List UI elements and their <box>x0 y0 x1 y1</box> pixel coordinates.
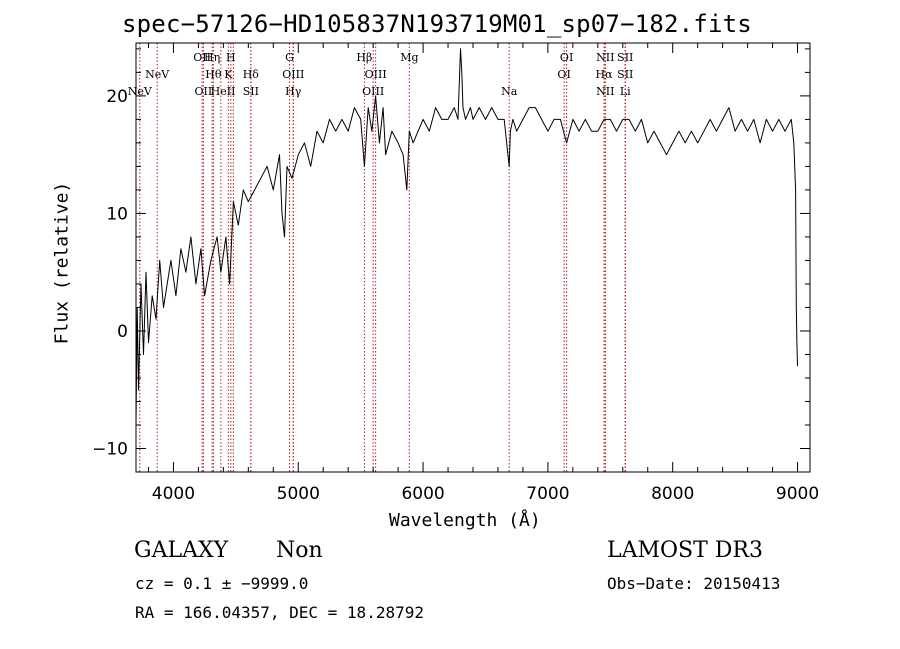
line-label: SII <box>617 68 633 81</box>
line-label: SII <box>617 51 633 64</box>
emission-line-markers <box>139 43 626 472</box>
line-label: K <box>224 68 233 81</box>
line-labels: NeVNeVOIIOIIHηHθHeIHKIHδSIIGOIIIHγHβOIII… <box>128 51 634 98</box>
x-tick-label: 9000 <box>776 484 819 504</box>
axes <box>135 42 811 473</box>
line-label: OI <box>557 68 570 81</box>
y-axis-label: Flux (relative) <box>51 181 73 345</box>
line-label: Hα <box>596 68 614 81</box>
y-tick-label: −10 <box>92 439 128 459</box>
line-label: Hβ <box>356 51 372 64</box>
x-tick-label: 7000 <box>526 484 569 504</box>
line-label: Li <box>620 85 631 98</box>
y-tick-label: 20 <box>106 87 128 107</box>
line-label: Hδ <box>243 68 260 81</box>
spectrum-series <box>135 48 798 426</box>
line-label: OIII <box>365 68 387 81</box>
obs-date: Obs−Date: 20150413 <box>607 574 781 593</box>
object-type: GALAXY <box>134 538 229 563</box>
chart-title: spec−57126−HD105837N193719M01_sp07−182.f… <box>122 10 752 38</box>
subclass: Non <box>276 538 323 563</box>
line-label: Mg <box>400 51 418 64</box>
line-label: OIII <box>362 85 384 98</box>
coordinates: RA = 166.04357, DEC = 18.28792 <box>135 603 424 622</box>
redshift-text: cz = 0.1 ± −9999.0 <box>135 574 309 593</box>
line-label: Na <box>501 85 518 98</box>
line-label: NII <box>596 51 614 64</box>
line-label: OIII <box>282 68 304 81</box>
line-label: OII <box>193 51 211 64</box>
tick-labels: 4000 5000 6000 7000 8000 9000 −10 0 10 20 <box>92 87 819 504</box>
line-label: NII <box>596 85 614 98</box>
line-label: H <box>226 51 236 64</box>
y-tick-label: 10 <box>106 204 128 224</box>
line-label: SII <box>243 85 259 98</box>
spectrum-line <box>135 48 798 426</box>
x-tick-label: 6000 <box>401 484 444 504</box>
line-label: G <box>285 51 294 64</box>
y-tick-label: 0 <box>117 322 128 342</box>
x-axis-label: Wavelength (Å) <box>389 510 541 531</box>
line-label: NeV <box>145 68 170 81</box>
x-tick-label: 8000 <box>651 484 694 504</box>
line-label: I <box>231 85 235 98</box>
line-label: NeV <box>128 85 153 98</box>
line-label: Hθ <box>205 68 222 81</box>
survey-name: LAMOST DR3 <box>607 538 763 563</box>
line-label: Hγ <box>285 85 302 98</box>
x-tick-label: 4000 <box>152 484 195 504</box>
line-label: OI <box>560 51 573 64</box>
line-label: HeI <box>211 85 231 98</box>
x-tick-label: 5000 <box>277 484 320 504</box>
line-label: Hη <box>204 51 220 64</box>
line-label: OII <box>195 85 213 98</box>
